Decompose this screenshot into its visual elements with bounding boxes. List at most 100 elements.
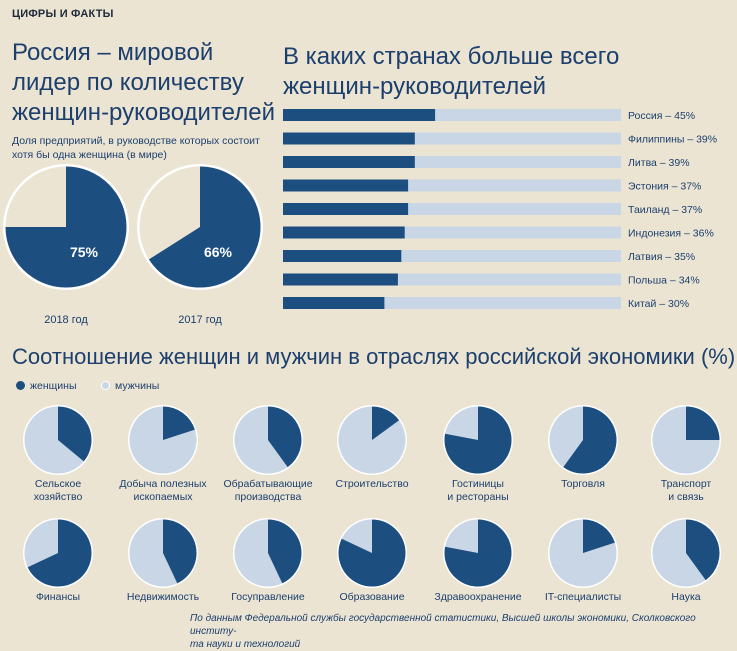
sector-label: Здравоохранение xyxy=(423,591,533,604)
pie-value-label: 75% xyxy=(70,244,99,260)
pie-slice-women xyxy=(268,406,302,468)
bar-fill xyxy=(283,203,409,215)
sector-label: Транспорт и связь xyxy=(631,478,737,504)
sector-label-line: Госуправление xyxy=(231,591,305,603)
bar-label: Филиппины – 39% xyxy=(628,134,717,146)
year-pies-chart: 75% 2018 год 66% 2017 год xyxy=(3,164,263,326)
section-tag: ЦИФРЫ И ФАКТЫ xyxy=(12,8,114,20)
year-pie: 75% 2018 год xyxy=(3,164,129,326)
sector-pie xyxy=(651,405,721,475)
pie-value-label: 66% xyxy=(204,244,233,260)
sector-pie xyxy=(128,405,198,475)
pie-slice-women xyxy=(338,519,406,587)
legend-men-label: мужчины xyxy=(115,380,160,392)
bar-row: Эстония – 37% xyxy=(283,179,701,193)
sectors-title: Соотношение женщин и мужчин в отраслях р… xyxy=(12,344,736,369)
sector-label: Торговля xyxy=(528,478,638,491)
right-title-line: В каких странах больше всего xyxy=(283,43,620,70)
bar-row: Россия – 45% xyxy=(283,109,695,122)
bar-fill xyxy=(283,156,415,168)
legend-women-swatch xyxy=(16,381,25,390)
sector-pie xyxy=(548,405,618,475)
pie-year-label: 2017 год xyxy=(178,314,222,326)
bar-label: Таиланд – 37% xyxy=(628,204,702,216)
bar-fill xyxy=(283,179,409,192)
sector-label-line: Финансы xyxy=(35,591,81,603)
sector-label: Строительство xyxy=(317,478,427,491)
sector-pie xyxy=(443,518,513,588)
bar-fill xyxy=(283,297,385,309)
sector-label: Наука xyxy=(631,591,737,604)
pie-slice-women xyxy=(583,519,615,553)
bar-fill xyxy=(283,132,415,145)
sector-label-line: Гостиницы xyxy=(452,478,504,490)
bar-fill xyxy=(283,109,436,121)
bar-row: Литва – 39% xyxy=(283,156,690,169)
bar-label: Польша – 34% xyxy=(628,275,700,287)
sector-label-line: Здравоохранение xyxy=(434,591,522,603)
bar-row: Индонезия – 36% xyxy=(283,226,714,240)
pie-slice-women xyxy=(268,519,302,584)
legend-women-label: женщины xyxy=(30,380,77,392)
pie-slice-women xyxy=(686,519,720,581)
bar-row: Польша – 34% xyxy=(283,273,700,287)
left-title-line: лидер по количеству xyxy=(12,69,244,96)
left-note-line: Доля предприятий, в руководстве которых … xyxy=(12,135,260,147)
sector-pie xyxy=(443,405,513,475)
sector-label-line: Торговля xyxy=(561,478,605,490)
left-title: Россия – мировой лидер по количеству жен… xyxy=(12,38,275,128)
sector-label: Обрабатывающие производства xyxy=(213,478,323,504)
left-note: Доля предприятий, в руководстве которых … xyxy=(12,134,260,162)
sector-pie xyxy=(23,518,93,588)
sector-label-line: и рестораны xyxy=(447,491,509,503)
left-note-line: хотя бы одна женщина (в мире) xyxy=(12,149,167,161)
pie-slice-women xyxy=(563,406,617,474)
left-title-line: Россия – мировой xyxy=(12,39,214,66)
sector-label: Недвижимость xyxy=(108,591,218,604)
sector-label-line: производства xyxy=(234,491,302,503)
sector-label-line: Обрабатывающие xyxy=(223,478,313,490)
pie-slice-women xyxy=(58,406,92,462)
sector-label-line: Недвижимость xyxy=(126,591,200,603)
sector-label: Финансы xyxy=(3,591,113,604)
sector-label-line: Сельское xyxy=(34,478,82,490)
legend-men: мужчины xyxy=(101,380,159,392)
pie-slice-women xyxy=(444,406,512,474)
sector-label: Образование xyxy=(317,591,427,604)
sector-label-line: Транспорт xyxy=(660,478,712,490)
bar-row: Китай – 30% xyxy=(283,297,689,310)
pie-slice-women xyxy=(5,166,127,288)
country-bar-chart: Россия – 45% Филиппины – 39% Литва – 39% Эс… xyxy=(283,109,717,310)
sector-label-line: IT-специалисты xyxy=(544,591,622,603)
pie-slice-women xyxy=(686,406,720,440)
sector-pie xyxy=(233,518,303,588)
bar-fill xyxy=(283,273,398,286)
sector-label-line: и связь xyxy=(668,491,704,503)
bar-label: Литва – 39% xyxy=(628,157,690,169)
sector-label: Добыча полезных ископаемых xyxy=(108,478,218,504)
sector-label: IT-специалисты xyxy=(528,591,638,604)
source-line: По данным Федеральной службы государстве… xyxy=(190,613,696,637)
sector-pie xyxy=(548,518,618,588)
sector-label: Госуправление xyxy=(213,591,323,604)
bar-row: Филиппины – 39% xyxy=(283,132,717,146)
sector-label-line: Наука xyxy=(671,591,701,603)
right-title-line: женщин-руководителей xyxy=(283,73,546,100)
pie-slice-women xyxy=(148,166,261,288)
bar-fill xyxy=(283,226,405,239)
bar-row: Латвия – 35% xyxy=(283,250,695,263)
sector-label: Гостиницы и рестораны xyxy=(423,478,533,504)
sector-pie xyxy=(337,405,407,475)
sector-label-line: Добыча полезных xyxy=(119,478,207,490)
right-title: В каких странах больше всего женщин-руко… xyxy=(283,42,619,102)
bar-label: Латвия – 35% xyxy=(628,251,695,263)
sector-pie xyxy=(233,405,303,475)
sector-pies-grid: Сельское хозяйство Добыча полезных ископаем… xyxy=(0,400,737,610)
sector-pie xyxy=(337,518,407,588)
left-title-line: женщин-руководителей xyxy=(12,99,275,126)
bar-label: Эстония – 37% xyxy=(628,181,701,193)
sector-pie xyxy=(23,405,93,475)
legend-women: женщины xyxy=(16,380,77,392)
sector-label-line: ископаемых xyxy=(133,491,193,503)
pie-slice-women xyxy=(163,519,197,584)
